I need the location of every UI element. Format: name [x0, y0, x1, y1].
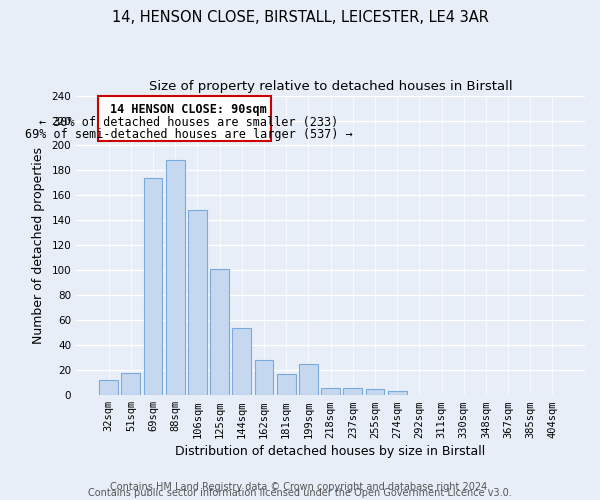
Text: 14, HENSON CLOSE, BIRSTALL, LEICESTER, LE4 3AR: 14, HENSON CLOSE, BIRSTALL, LEICESTER, L…	[112, 10, 488, 25]
Bar	[232, 328, 251, 395]
Bar	[166, 160, 185, 395]
Bar	[99, 380, 118, 395]
FancyBboxPatch shape	[98, 96, 271, 140]
Bar	[299, 364, 318, 395]
Text: 14 HENSON CLOSE: 90sqm: 14 HENSON CLOSE: 90sqm	[110, 103, 267, 116]
Title: Size of property relative to detached houses in Birstall: Size of property relative to detached ho…	[149, 80, 512, 93]
Bar	[365, 389, 385, 395]
Text: 69% of semi-detached houses are larger (537) →: 69% of semi-detached houses are larger (…	[25, 128, 352, 141]
Bar	[210, 269, 229, 395]
Text: ← 30% of detached houses are smaller (233): ← 30% of detached houses are smaller (23…	[39, 116, 338, 128]
Y-axis label: Number of detached properties: Number of detached properties	[32, 147, 44, 344]
Bar	[121, 372, 140, 395]
Text: Contains public sector information licensed under the Open Government Licence v3: Contains public sector information licen…	[88, 488, 512, 498]
Bar	[143, 178, 163, 395]
Bar	[188, 210, 207, 395]
Text: Contains HM Land Registry data © Crown copyright and database right 2024.: Contains HM Land Registry data © Crown c…	[110, 482, 490, 492]
X-axis label: Distribution of detached houses by size in Birstall: Distribution of detached houses by size …	[175, 444, 485, 458]
Bar	[277, 374, 296, 395]
Bar	[254, 360, 274, 395]
Bar	[343, 388, 362, 395]
Bar	[321, 388, 340, 395]
Bar	[388, 392, 407, 395]
